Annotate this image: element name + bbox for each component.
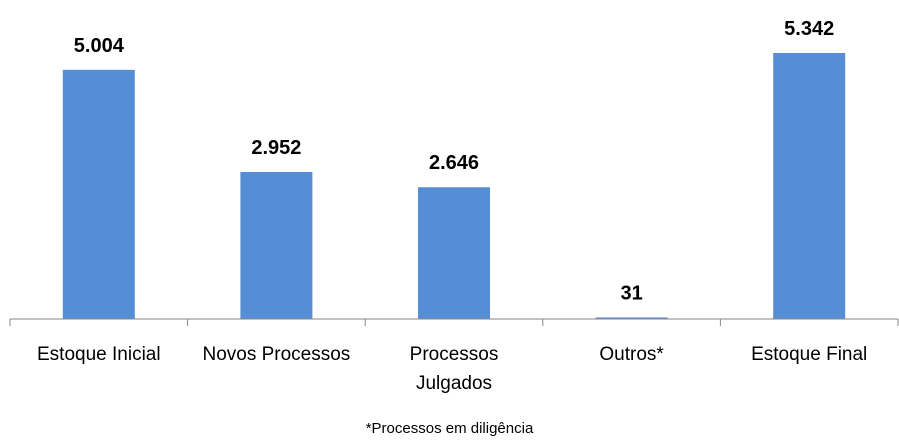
data-label: 31 bbox=[620, 282, 642, 304]
x-tick-label: Outros* bbox=[599, 344, 664, 365]
footnote: *Processos em diligência bbox=[365, 420, 534, 437]
bar bbox=[240, 172, 313, 319]
bar bbox=[595, 317, 668, 319]
bar bbox=[773, 53, 846, 319]
data-label: 2.646 bbox=[429, 152, 479, 174]
bar bbox=[62, 69, 135, 319]
x-tick-label: Novos Processos bbox=[202, 344, 351, 365]
x-tick-label: Estoque Final bbox=[751, 344, 868, 365]
data-label: 5.004 bbox=[74, 35, 125, 57]
x-tick-label: Estoque Inicial bbox=[37, 344, 161, 365]
data-label: 2.952 bbox=[251, 137, 301, 159]
bar bbox=[418, 187, 490, 319]
x-tick-label: Processos Julgados bbox=[409, 344, 499, 394]
data-label: 5.342 bbox=[784, 18, 834, 40]
